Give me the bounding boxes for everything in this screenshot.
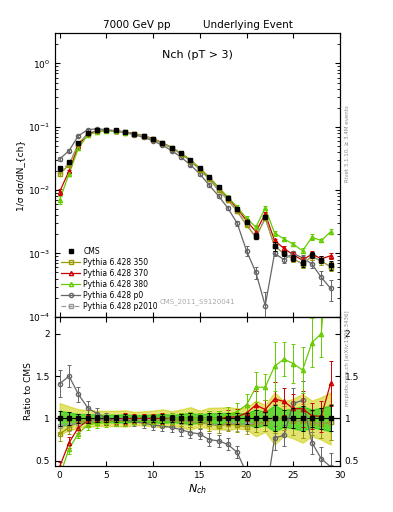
Text: Nch (pT > 3): Nch (pT > 3)	[162, 50, 233, 60]
Y-axis label: 1/σ dσ/dN_{ch}: 1/σ dσ/dN_{ch}	[16, 139, 25, 210]
Text: mcplots.cern.ch [arXiv:1306.3436]: mcplots.cern.ch [arXiv:1306.3436]	[345, 311, 350, 406]
Text: Rivet 3.1.10, ≥ 3.4M events: Rivet 3.1.10, ≥ 3.4M events	[345, 105, 350, 182]
Legend: CMS, Pythia 6.428 350, Pythia 6.428 370, Pythia 6.428 380, Pythia 6.428 p0, Pyth: CMS, Pythia 6.428 350, Pythia 6.428 370,…	[59, 245, 160, 313]
Y-axis label: Ratio to CMS: Ratio to CMS	[24, 362, 33, 420]
Text: CMS_2011_S9120041: CMS_2011_S9120041	[160, 298, 235, 305]
X-axis label: $N_{ch}$: $N_{ch}$	[188, 482, 207, 496]
Title: 7000 GeV pp          Underlying Event: 7000 GeV pp Underlying Event	[103, 20, 292, 30]
